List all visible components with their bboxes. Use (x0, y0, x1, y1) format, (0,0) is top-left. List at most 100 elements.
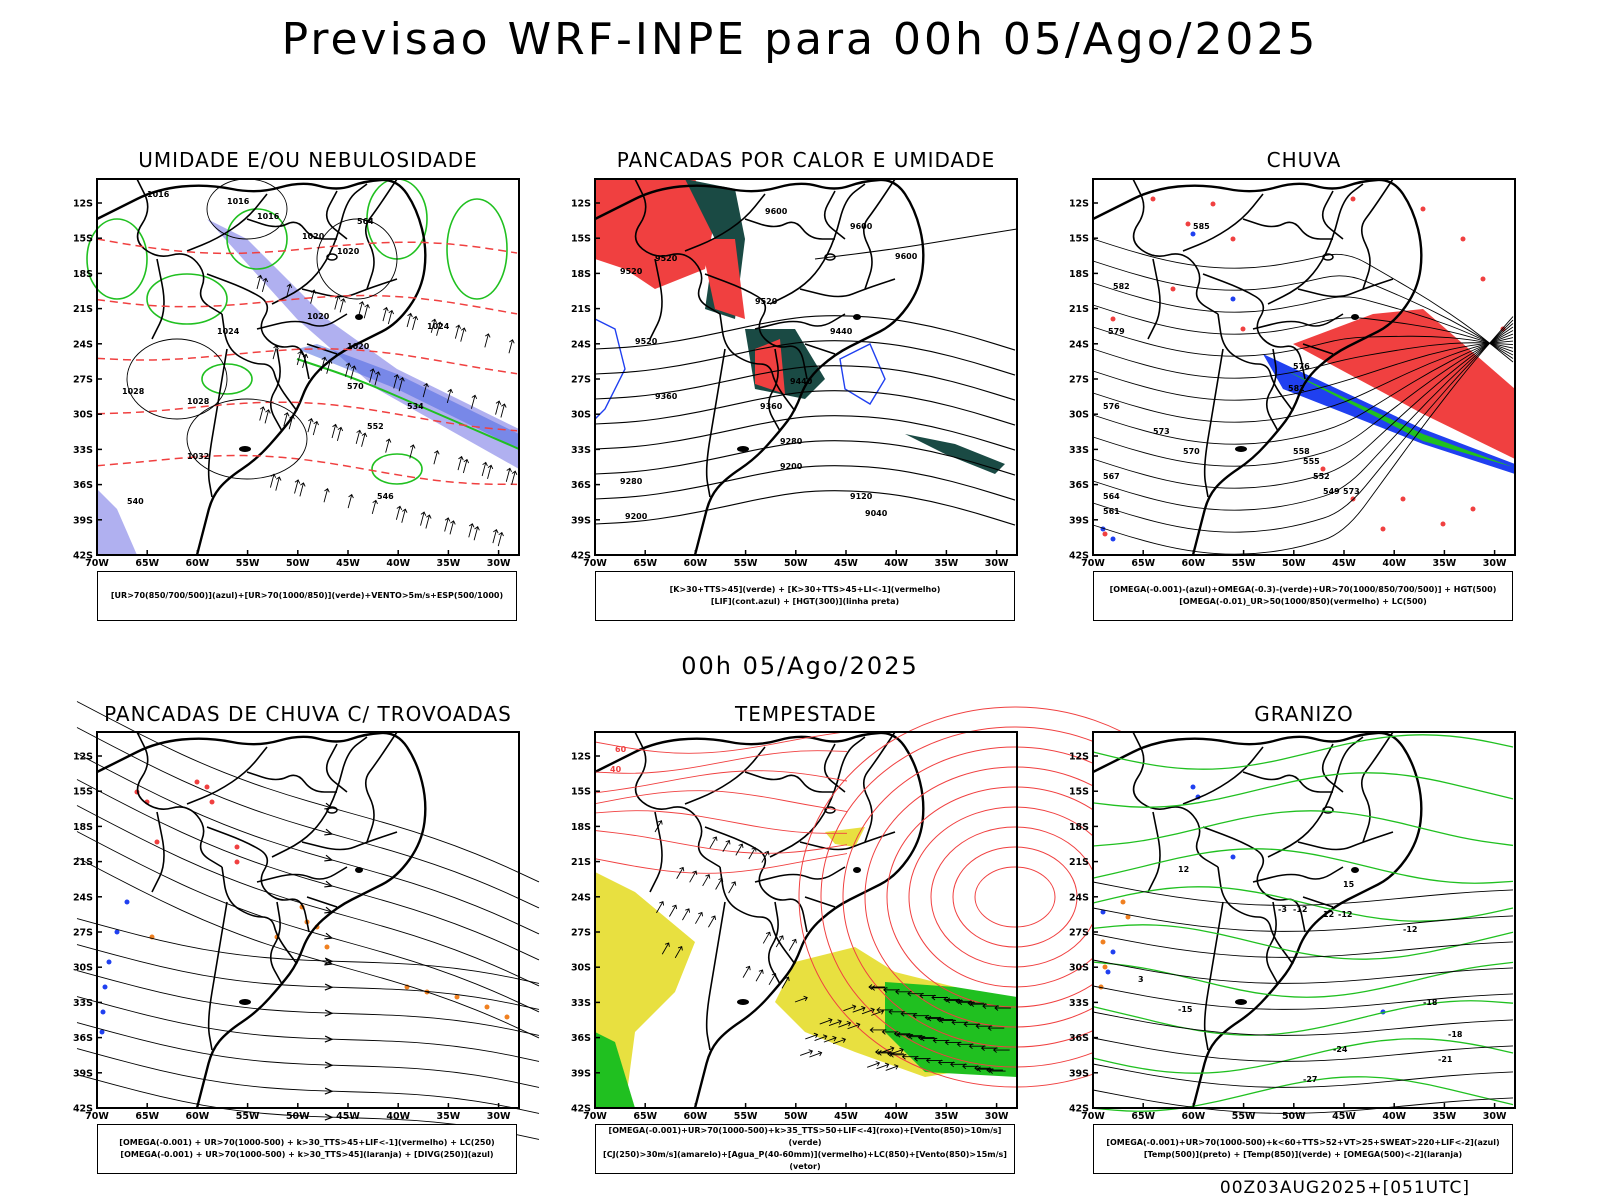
lat-tick-label: 15S (1069, 234, 1089, 245)
streamline (76, 944, 540, 1010)
temp-850-contour (1092, 1000, 1514, 1036)
lon-tick-label: 35W (935, 558, 959, 569)
wind-vector (484, 333, 491, 348)
hail-speck-blue (1230, 854, 1236, 860)
contour-label: 552 (367, 422, 384, 431)
legend-line: [CJ(250)>30m/s](amarelo)+[Agua_P(40-60mm… (603, 1150, 1007, 1171)
legend-line: [OMEGA(-0.001) + UR>70(1000-500) + k>30_… (119, 1138, 495, 1147)
lat-tick-label: 18S (73, 269, 93, 280)
flow-arrow (324, 1061, 334, 1069)
wind-vector (709, 836, 718, 849)
contour-label: -24 (1333, 1045, 1348, 1054)
temp-500-contour (1092, 1037, 1514, 1062)
state-border (269, 901, 283, 985)
map-frame (1092, 178, 1516, 556)
wind-vector (870, 985, 888, 991)
storm-speck-blue (100, 1009, 106, 1015)
storm-speck-red (204, 784, 210, 790)
state-border (684, 193, 766, 252)
contour-label: -27 (1303, 1075, 1317, 1084)
wind-vector (395, 505, 403, 520)
wind-vector (762, 931, 771, 944)
temp-850-contour (1092, 734, 1514, 770)
contour-label: 9200 (625, 512, 648, 521)
wind-vector (861, 1007, 875, 1015)
contour-label: 534 (407, 402, 424, 411)
pressure-isobar (186, 398, 308, 480)
storm-speck-blue (106, 959, 112, 965)
wind-vector (430, 318, 437, 333)
wind-vector (946, 997, 963, 1004)
wind-vector (794, 995, 808, 1003)
state-border (1297, 831, 1394, 851)
isoline (96, 238, 518, 255)
wind-vector (454, 324, 462, 339)
state-border (269, 348, 283, 432)
lat-tick-label: 12S (571, 199, 591, 210)
wind-vector (264, 409, 271, 424)
lon-tick-label: 50W (1282, 558, 1306, 569)
storm-speck-blue (124, 899, 130, 905)
wind-vector (385, 438, 392, 453)
precipitable-water-contour (594, 830, 848, 854)
state-border (1267, 183, 1364, 305)
low-level-humidity-contour (371, 453, 423, 485)
legend-line: [K>30+TTS>45](verde) + [K>30+TTS>45+LI<-… (669, 585, 941, 594)
lon-tick-label: 65W (135, 1111, 159, 1122)
temp-850-contour (1092, 961, 1514, 998)
wind-vector (702, 874, 711, 887)
state-border (271, 183, 368, 305)
lat-tick-label: 27S (1069, 375, 1089, 386)
rain-speck-red (1210, 201, 1216, 207)
rain-speck-red (1320, 466, 1326, 472)
rain-speck-red (1480, 276, 1486, 282)
lat-tick-label: 33S (1069, 998, 1089, 1009)
lat-tick-label: 15S (571, 234, 591, 245)
state-border (325, 743, 348, 793)
contour-label: 9200 (780, 462, 803, 471)
lon-tick-label: 60W (1182, 558, 1206, 569)
state-border (136, 178, 223, 315)
state-border (325, 190, 348, 240)
height-contour (594, 390, 1016, 426)
wind-vector (976, 1066, 994, 1072)
state-border (744, 771, 835, 793)
flow-arrow (324, 880, 334, 888)
wind-vector (259, 406, 266, 421)
rain-speck-red (1400, 496, 1406, 502)
state-border (804, 343, 836, 355)
lat-tick-label: 33S (571, 998, 591, 1009)
contour-label: 40 (610, 765, 622, 774)
wind-vector (307, 417, 314, 433)
wind-vector (422, 382, 429, 398)
temp-850-contour (1092, 848, 1514, 884)
contour-label: 1016 (257, 212, 280, 221)
map-background (97, 179, 519, 555)
contour-label: 9280 (780, 437, 803, 446)
wind-vector (310, 289, 317, 304)
geopotential-contour (1092, 330, 1514, 467)
flow-arrow (324, 957, 334, 965)
low-level-humidity-contour (201, 363, 253, 395)
state-border (1182, 193, 1264, 252)
storm-speck-red (234, 859, 240, 865)
contour-label: 1032 (187, 452, 209, 461)
state-border (1132, 178, 1219, 315)
wind-vector (788, 938, 797, 951)
storm-speck-blue (99, 1029, 105, 1035)
map-frame (594, 178, 1018, 556)
lat-tick-label: 30S (73, 963, 93, 974)
lagoon (239, 446, 251, 452)
wind-vector (823, 1035, 837, 1043)
flow-arrow (324, 983, 334, 991)
lat-tick-label: 21S (73, 304, 93, 315)
contour-label: 9520 (620, 267, 643, 276)
pressure-isobar (126, 338, 228, 420)
low-level-humidity-contour (446, 198, 508, 300)
rain-speck-red (1500, 326, 1506, 332)
contour-label: 60 (615, 745, 627, 754)
state-border (364, 731, 398, 843)
rain-speck-red (1460, 236, 1466, 242)
hail-speck-orange (1125, 914, 1131, 920)
